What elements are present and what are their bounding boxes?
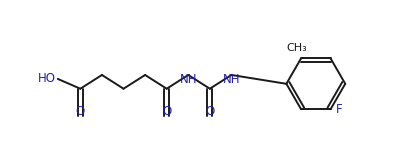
- Text: F: F: [335, 103, 342, 116]
- Text: CH₃: CH₃: [287, 43, 307, 53]
- Text: NH: NH: [179, 73, 197, 86]
- Text: O: O: [205, 105, 215, 118]
- Text: O: O: [76, 105, 85, 118]
- Text: NH: NH: [223, 73, 240, 86]
- Text: O: O: [162, 105, 171, 118]
- Text: HO: HO: [38, 72, 56, 85]
